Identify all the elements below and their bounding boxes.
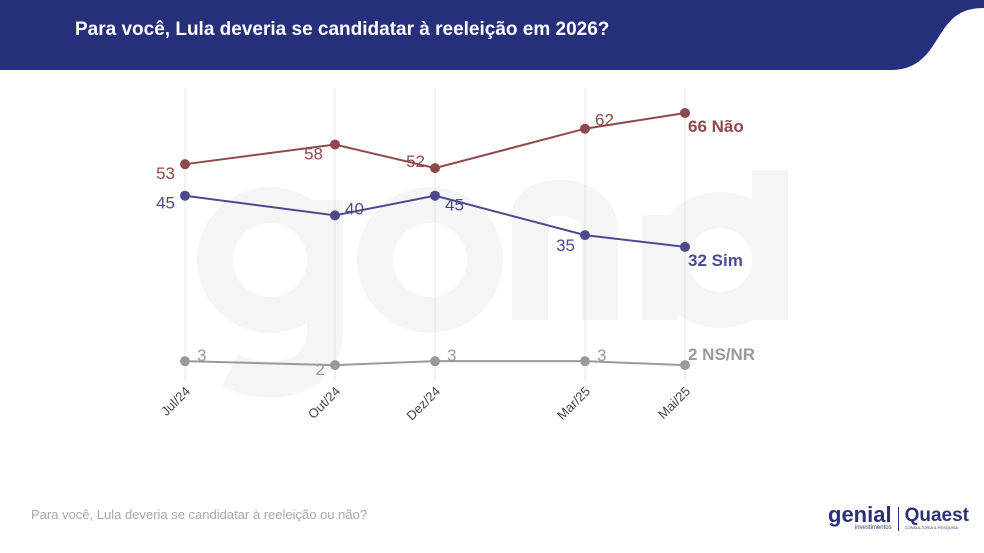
data-point xyxy=(580,356,590,367)
logos: genial investimentos Quaest CONSULTORIA & … xyxy=(828,502,969,532)
watermark xyxy=(197,170,788,398)
x-tick-label: Jul/24 xyxy=(158,384,193,419)
data-point xyxy=(580,123,590,134)
data-label: 3 xyxy=(447,346,456,365)
data-point xyxy=(180,159,190,170)
data-point xyxy=(680,360,690,371)
data-label: 62 xyxy=(595,111,614,130)
data-label: 58 xyxy=(304,144,323,163)
data-label: 3 xyxy=(197,346,206,365)
x-tick-label: Mai/25 xyxy=(655,384,693,422)
genial-logo: genial investimentos xyxy=(828,502,892,532)
data-point xyxy=(680,107,690,118)
data-point xyxy=(330,360,340,371)
data-point xyxy=(430,190,440,201)
data-label: 52 xyxy=(406,152,425,171)
x-tick-label: Dez/24 xyxy=(403,384,443,424)
data-point xyxy=(180,356,190,367)
logo-divider xyxy=(897,506,899,531)
data-label: 2 xyxy=(316,360,325,379)
header-banner xyxy=(0,0,984,70)
data-point xyxy=(430,356,440,367)
x-tick-label: Mar/25 xyxy=(554,384,593,423)
data-point xyxy=(330,210,340,221)
data-label: 45 xyxy=(445,196,464,215)
data-label: 40 xyxy=(345,199,364,218)
data-label: 45 xyxy=(156,194,175,213)
series-end-label: 2 NS/NR xyxy=(688,345,755,364)
footnote: Para você, Lula deveria se candidatar à … xyxy=(31,507,368,522)
data-point xyxy=(680,241,690,252)
series-end-label: 32 Sim xyxy=(688,251,743,270)
chart-title: Para você, Lula deveria se candidatar à … xyxy=(75,19,610,40)
x-tick-label: Out/24 xyxy=(305,384,343,422)
series-end-label: 66 Não xyxy=(688,117,744,136)
data-point xyxy=(330,139,340,150)
quaest-logo: Quaest CONSULTORIA & PESQUISA xyxy=(904,505,969,530)
data-label: 3 xyxy=(597,346,606,365)
data-point xyxy=(580,230,590,241)
data-label: 35 xyxy=(556,236,575,255)
data-point xyxy=(430,163,440,174)
data-label: 53 xyxy=(156,164,175,183)
data-point xyxy=(180,190,190,201)
